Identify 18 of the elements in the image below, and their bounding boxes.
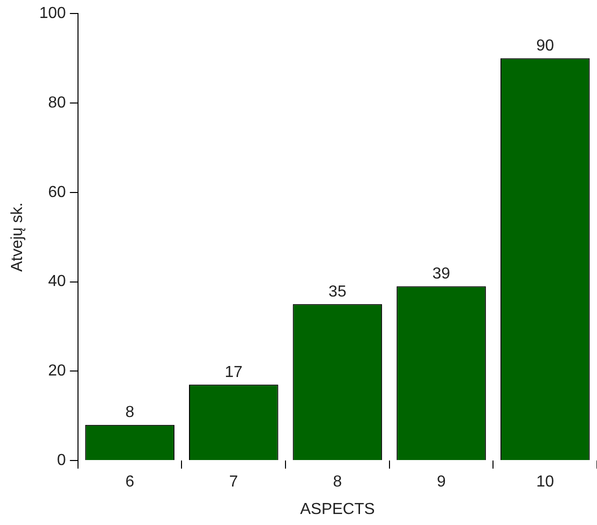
y-tick-label: 80	[48, 94, 66, 112]
data-label: 8	[125, 404, 134, 422]
x-tick-label: 6	[125, 474, 134, 491]
y-tick-label: 60	[48, 184, 66, 201]
y-axis-title: Atvejų sk.	[9, 202, 26, 272]
y-tick-label: 40	[48, 273, 66, 290]
data-label: 35	[328, 284, 346, 301]
x-tick-label: 8	[332, 474, 342, 491]
y-tick-label: 100	[39, 5, 66, 22]
y-tick-label: 20	[48, 362, 66, 380]
x-tick-label: 7	[229, 474, 238, 491]
y-tick-label: 0	[56, 452, 66, 470]
x-tick-label: 10	[536, 474, 554, 491]
data-label: 17	[224, 364, 243, 382]
data-label: 39	[432, 266, 450, 283]
x-tick-label: 9	[436, 474, 446, 491]
x-axis-title: ASPECTS	[300, 500, 375, 518]
data-label: 90	[536, 38, 554, 55]
